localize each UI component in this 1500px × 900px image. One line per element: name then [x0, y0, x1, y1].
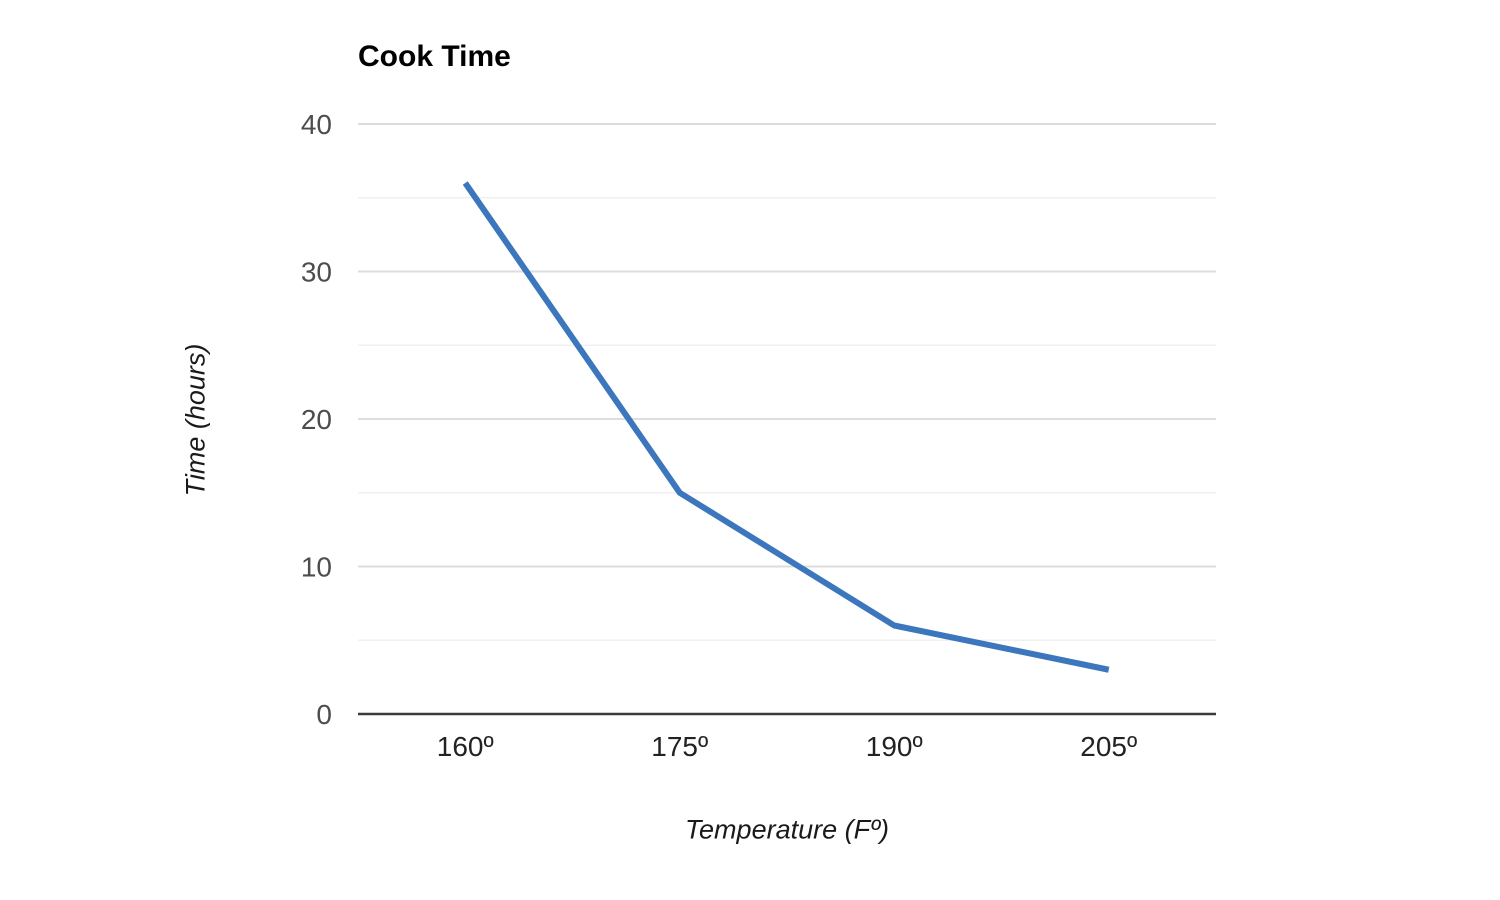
y-tick-label: 20 [301, 404, 332, 435]
x-tick-label: 205º [1080, 731, 1137, 762]
x-tick-label: 175º [651, 731, 708, 762]
x-tick-label: 160º [437, 731, 494, 762]
y-tick-label: 30 [301, 257, 332, 288]
y-axis-title: Time (hours) [180, 343, 211, 497]
x-axis-title: Temperature (Fº) [685, 814, 889, 845]
chart-title: Cook Time [358, 40, 511, 73]
y-tick-label: 0 [316, 699, 332, 730]
x-tick-label: 190º [866, 731, 923, 762]
y-tick-label: 40 [301, 109, 332, 140]
y-tick-label: 10 [301, 552, 332, 583]
series-line [462, 181, 1110, 673]
